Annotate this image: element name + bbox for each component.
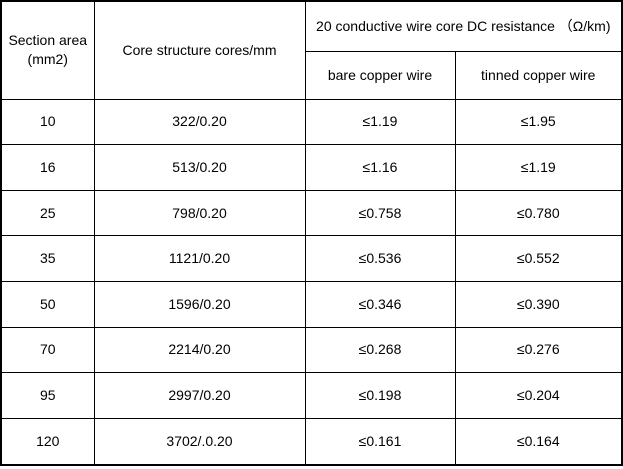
cell-section-area: 95 [0,372,95,419]
cell-core-structure: 3702/.0.20 [93,417,306,466]
cell-section-area: 25 [0,189,95,237]
cell-tinned-copper-resistance: ≤0.780 [454,189,623,237]
cell-bare-copper-resistance: ≤0.346 [304,281,456,328]
cell-bare-copper-resistance: ≤0.758 [304,189,456,237]
cell-core-structure: 513/0.20 [93,144,306,191]
cell-core-structure: 322/0.20 [93,98,306,146]
cell-section-area: 50 [0,281,95,328]
table-row: 25 798/0.20 ≤0.758 ≤0.780 [0,189,623,237]
cell-tinned-copper-resistance: ≤1.19 [454,144,623,191]
cell-bare-copper-resistance: ≤1.16 [304,144,456,191]
table-row: 10 322/0.20 ≤1.19 ≤1.95 [0,98,623,146]
table-row: 95 2997/0.20 ≤0.198 ≤0.204 [0,372,623,419]
cell-section-area: 16 [0,144,95,191]
cell-bare-copper-resistance: ≤0.536 [304,235,456,282]
cell-bare-copper-resistance: ≤0.161 [304,417,456,466]
cell-tinned-copper-resistance: ≤0.164 [454,417,623,466]
table-row: 16 513/0.20 ≤1.16 ≤1.19 [0,144,623,191]
cell-section-area: 10 [0,98,95,146]
cell-bare-copper-resistance: ≤1.19 [304,98,456,146]
cell-bare-copper-resistance: ≤0.198 [304,372,456,419]
cell-core-structure: 2214/0.20 [93,326,306,374]
cell-core-structure: 1121/0.20 [93,235,306,282]
table-row: 50 1596/0.20 ≤0.346 ≤0.390 [0,281,623,328]
header-bare-copper-wire: bare copper wire [304,50,456,100]
table-row: 120 3702/.0.20 ≤0.161 ≤0.164 [0,417,623,466]
cell-tinned-copper-resistance: ≤0.204 [454,372,623,419]
cell-tinned-copper-resistance: ≤1.95 [454,98,623,146]
cell-core-structure: 2997/0.20 [93,372,306,419]
cell-tinned-copper-resistance: ≤0.390 [454,281,623,328]
header-tinned-copper-wire: tinned copper wire [454,50,623,100]
cell-bare-copper-resistance: ≤0.268 [304,326,456,374]
table-row: 70 2214/0.20 ≤0.268 ≤0.276 [0,326,623,374]
cell-section-area: 35 [0,235,95,282]
table-row: 35 1121/0.20 ≤0.536 ≤0.552 [0,235,623,282]
cell-section-area: 70 [0,326,95,374]
header-dc-resistance-group: 20 conductive wire core DC resistance （Ω… [304,0,623,52]
header-row-2: bare copper wire tinned copper wire [1,50,623,100]
cell-core-structure: 798/0.20 [93,189,306,237]
header-section-area: Section area (mm2) [0,0,95,100]
header-core-structure: Core structure cores/mm [93,0,306,100]
cell-tinned-copper-resistance: ≤0.276 [454,326,623,374]
cell-tinned-copper-resistance: ≤0.552 [454,235,623,282]
cell-section-area: 120 [0,417,95,466]
header-row-1: Section area (mm2) Core structure cores/… [0,0,623,100]
cell-core-structure: 1596/0.20 [93,281,306,328]
